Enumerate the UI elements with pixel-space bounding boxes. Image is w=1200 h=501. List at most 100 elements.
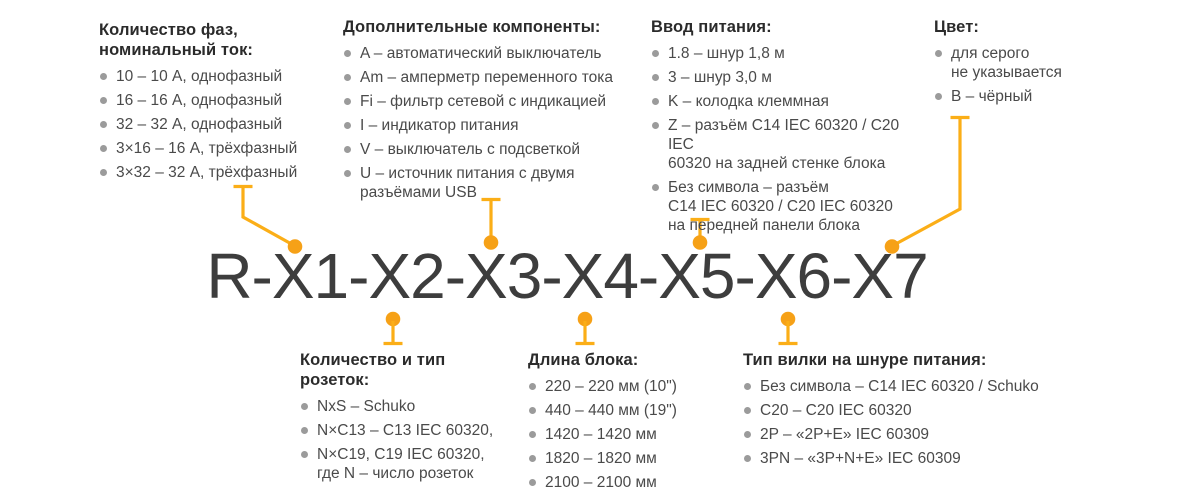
connector-x2 (383, 311, 403, 346)
plug-type-list: Без символа – C14 IEC 60320 / Schuko C20… (743, 377, 1043, 468)
bullet-icon (652, 98, 659, 105)
components-title: Дополнительные компоненты: (343, 18, 601, 36)
sockets-title: Количество и тип розеток: (300, 351, 446, 389)
bullet-icon (344, 74, 351, 81)
list-item: 2100 – 2100 мм (528, 473, 713, 492)
list-item: для серого не указывается (934, 44, 1099, 82)
bullet-icon (100, 121, 107, 128)
list-item-text: 1.8 – шнур 1,8 м (668, 45, 785, 62)
list-item: 3×32 – 32 А, трёхфазный (99, 163, 314, 182)
bullet-icon (529, 407, 536, 414)
list-item: A – автоматический выключатель (343, 44, 643, 63)
list-item-text: 3 – шнур 3,0 м (668, 69, 772, 86)
list-item: NxS – Schuko (300, 397, 515, 416)
list-item-text: I – индикатор питания (360, 117, 519, 134)
list-item-text: A – автоматический выключатель (360, 45, 602, 62)
list-item-text: N×C19, C19 IEC 60320, где N – число розе… (317, 446, 485, 482)
bullet-icon (344, 170, 351, 177)
list-item: 16 – 16 А, однофазный (99, 91, 314, 110)
list-item-text: Fi – фильтр сетевой с индикацией (360, 93, 607, 110)
list-item-text: 1420 – 1420 мм (545, 426, 657, 443)
list-item: 220 – 220 мм (10") (528, 377, 713, 396)
list-item: 2P – «2P+E» IEC 60309 (743, 425, 1043, 444)
list-item-text: 3×32 – 32 А, трёхфазный (116, 164, 298, 181)
plug-type-title: Тип вилки на шнуре питания: (743, 351, 987, 369)
bullet-icon (100, 97, 107, 104)
color-list: для серого не указывается B – чёрный (934, 44, 1099, 106)
bullet-icon (652, 122, 659, 129)
color-block: Цвет: для серого не указывается B – чёрн… (934, 17, 1099, 111)
power-input-block: Ввод питания: 1.8 – шнур 1,8 м 3 – шнур … (651, 17, 921, 240)
bullet-icon (301, 451, 308, 458)
list-item: 32 – 32 А, однофазный (99, 115, 314, 134)
list-item: N×C19, C19 IEC 60320, где N – число розе… (300, 445, 515, 483)
list-item-text: 3×16 – 16 А, трёхфазный (116, 140, 298, 157)
list-item-text: Без символа – C14 IEC 60320 / Schuko (760, 378, 1039, 395)
list-item: Am – амперметр переменного тока (343, 68, 643, 87)
bullet-icon (344, 146, 351, 153)
list-item-text: K – колодка клеммная (668, 93, 829, 110)
bullet-icon (935, 50, 942, 57)
bullet-icon (744, 431, 751, 438)
bullet-icon (652, 184, 659, 191)
product-code: R-X1-X2-X3-X4-X5-X6-X7 (206, 240, 928, 312)
length-block: Длина блока: 220 – 220 мм (10") 440 – 44… (528, 350, 713, 497)
bullet-icon (744, 455, 751, 462)
list-item: Без символа – разъём C14 IEC 60320 / C20… (651, 178, 921, 235)
length-title: Длина блока: (528, 351, 639, 369)
list-item-text: 2P – «2P+E» IEC 60309 (760, 426, 930, 443)
list-item-text: 3PN – «3P+N+E» IEC 60309 (760, 450, 961, 467)
list-item-text: 10 – 10 А, однофазный (116, 68, 283, 85)
bullet-icon (652, 74, 659, 81)
list-item: U – источник питания с двумя разъёмами U… (343, 164, 643, 202)
list-item: 3PN – «3P+N+E» IEC 60309 (743, 449, 1043, 468)
bullet-icon (100, 169, 107, 176)
list-item: 10 – 10 А, однофазный (99, 67, 314, 86)
bullet-icon (344, 50, 351, 57)
list-item: B – чёрный (934, 87, 1099, 106)
bullet-icon (344, 98, 351, 105)
list-item: 3×16 – 16 А, трёхфазный (99, 139, 314, 158)
list-item-text: B – чёрный (951, 88, 1033, 105)
list-item: I – индикатор питания (343, 116, 643, 135)
list-item-text: C20 – C20 IEC 60320 (760, 402, 912, 419)
bullet-icon (301, 403, 308, 410)
power-input-list: 1.8 – шнур 1,8 м 3 – шнур 3,0 м K – коло… (651, 44, 921, 235)
phases-block: Количество фаз, номинальный ток: 10 – 10… (99, 20, 314, 187)
bullet-icon (744, 383, 751, 390)
bullet-icon (100, 145, 107, 152)
list-item-text: 2100 – 2100 мм (545, 474, 657, 491)
list-item-text: Z – разъём C14 IEC 60320 / C20 IEC 60320… (668, 117, 900, 172)
plug-type-block: Тип вилки на шнуре питания: Без символа … (743, 350, 1043, 473)
list-item: N×C13 – C13 IEC 60320, (300, 421, 515, 440)
list-item-text: V – выключатель с подсветкой (360, 141, 581, 158)
connector-x6 (778, 311, 798, 346)
list-item: Fi – фильтр сетевой с индикацией (343, 92, 643, 111)
list-item-text: Am – амперметр переменного тока (360, 69, 613, 86)
connector-x4 (575, 311, 595, 346)
color-title: Цвет: (934, 18, 980, 36)
bullet-icon (301, 427, 308, 434)
bullet-icon (935, 93, 942, 100)
phases-list: 10 – 10 А, однофазный 16 – 16 А, однофаз… (99, 67, 314, 182)
list-item-text: 32 – 32 А, однофазный (116, 116, 283, 133)
components-block: Дополнительные компоненты: A – автоматич… (343, 17, 643, 207)
bullet-icon (100, 73, 107, 80)
length-list: 220 – 220 мм (10") 440 – 440 мм (19") 14… (528, 377, 713, 492)
bullet-icon (344, 122, 351, 129)
bullet-icon (529, 455, 536, 462)
list-item-text: Без символа – разъём C14 IEC 60320 / C20… (668, 179, 893, 234)
bullet-icon (529, 383, 536, 390)
list-item: 1.8 – шнур 1,8 м (651, 44, 921, 63)
bullet-icon (652, 50, 659, 57)
list-item: K – колодка клеммная (651, 92, 921, 111)
list-item-text: для серого не указывается (951, 45, 1062, 81)
list-item: 440 – 440 мм (19") (528, 401, 713, 420)
sockets-list: NxS – Schuko N×C13 – C13 IEC 60320, N×C1… (300, 397, 515, 483)
power-input-title: Ввод питания: (651, 18, 772, 36)
list-item: 3 – шнур 3,0 м (651, 68, 921, 87)
list-item: Z – разъём C14 IEC 60320 / C20 IEC 60320… (651, 116, 921, 173)
list-item: 1420 – 1420 мм (528, 425, 713, 444)
list-item: Без символа – C14 IEC 60320 / Schuko (743, 377, 1043, 396)
